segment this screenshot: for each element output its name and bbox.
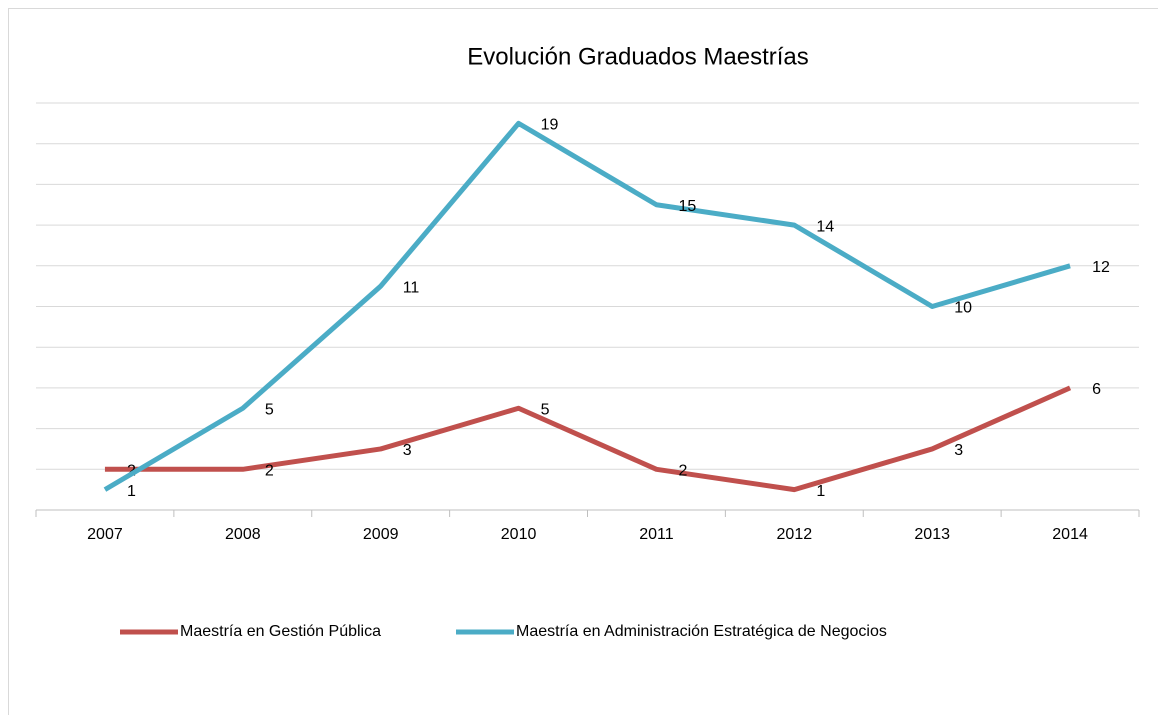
x-tick-label: 2011: [639, 526, 674, 543]
series-line: [104, 385, 1072, 493]
x-tick-label: 2013: [914, 526, 950, 543]
data-label: 11: [403, 279, 420, 296]
legend-label: Maestría en Gestión Pública: [180, 623, 381, 640]
data-label: 3: [403, 442, 412, 459]
x-tick-label: 2007: [87, 526, 123, 543]
x-tick-label: 2008: [225, 526, 261, 543]
data-label: 2: [127, 463, 136, 480]
x-tick-label: 2009: [363, 526, 399, 543]
legend-label: Maestría en Administración Estratégica d…: [516, 623, 887, 640]
data-label: 2: [265, 463, 274, 480]
data-label: 1: [816, 483, 825, 500]
data-label: 6: [1092, 381, 1101, 398]
x-tick-label: 2010: [501, 526, 537, 543]
x-tick-label: 2014: [1052, 526, 1088, 543]
data-label: 12: [1092, 259, 1110, 276]
chart-border: [8, 8, 1158, 715]
data-label: 14: [816, 218, 834, 235]
data-label: 2: [678, 463, 687, 480]
data-label: 10: [954, 300, 972, 317]
x-tick-label: 2012: [777, 526, 813, 543]
data-label: 5: [265, 401, 274, 418]
data-label: 19: [541, 117, 559, 134]
data-label: 1: [127, 483, 136, 500]
data-label: 5: [541, 401, 550, 418]
series-line: [103, 120, 1071, 492]
data-label: 15: [678, 198, 696, 215]
chart-title: Evolución Graduados Maestrías: [467, 43, 809, 70]
data-label: 3: [954, 442, 963, 459]
